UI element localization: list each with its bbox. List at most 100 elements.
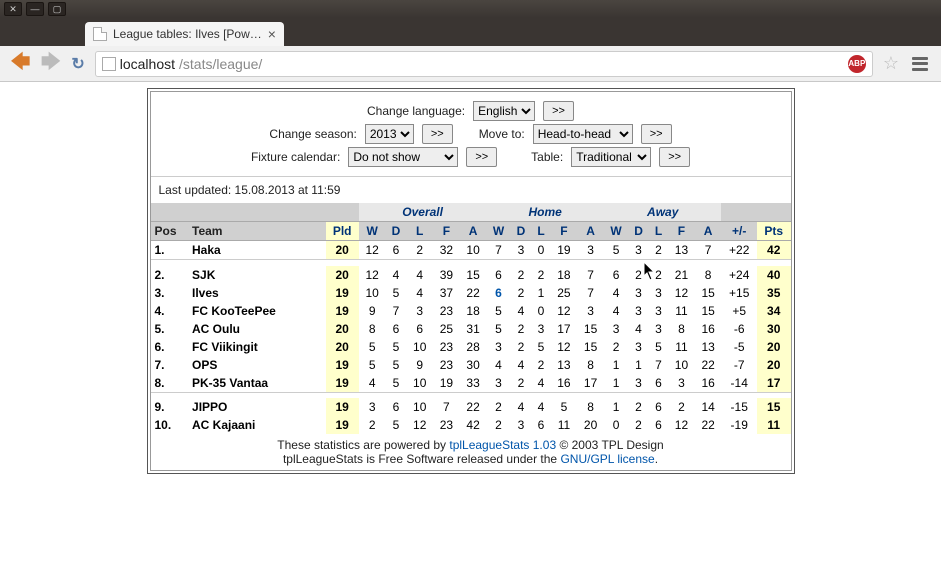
- col-oa[interactable]: A: [460, 222, 487, 241]
- browser-menu-button[interactable]: [909, 55, 931, 73]
- cell-pts: 20: [757, 356, 791, 374]
- cell-aw: 4: [604, 302, 628, 320]
- cell-hw: 7: [486, 241, 510, 260]
- browser-tab[interactable]: League tables: Ilves [Pow… ×: [85, 22, 284, 46]
- cell-ow: 5: [359, 338, 386, 356]
- cell-aw: 0: [604, 416, 628, 434]
- col-hl[interactable]: L: [531, 222, 550, 241]
- cell-pm: -19: [721, 416, 756, 434]
- col-od[interactable]: D: [386, 222, 407, 241]
- language-select[interactable]: English: [473, 101, 535, 121]
- cell-team[interactable]: OPS: [188, 356, 326, 374]
- maximize-window-button[interactable]: ▢: [48, 2, 66, 16]
- moveto-select[interactable]: Head-to-head: [533, 124, 633, 144]
- cell-pts: 35: [757, 284, 791, 302]
- cell-pos: 4.: [151, 302, 189, 320]
- back-button[interactable]: 🡄: [10, 47, 31, 81]
- col-ow[interactable]: W: [359, 222, 386, 241]
- url-bar[interactable]: localhost/stats/league/ ABP: [95, 51, 873, 77]
- cell-al: 2: [649, 241, 668, 260]
- season-select[interactable]: 2013: [365, 124, 414, 144]
- cell-af: 10: [668, 356, 695, 374]
- cell-of: 23: [433, 416, 460, 434]
- cell-team[interactable]: AC Kajaani: [188, 416, 326, 434]
- cell-al: 3: [649, 320, 668, 338]
- cell-team[interactable]: FC Viikingit: [188, 338, 326, 356]
- cell-team[interactable]: Haka: [188, 241, 326, 260]
- season-go-button[interactable]: >>: [422, 124, 453, 144]
- cell-hf: 19: [551, 241, 578, 260]
- cell-ol: 10: [406, 398, 433, 416]
- cell-ol: 12: [406, 416, 433, 434]
- season-label: Change season:: [269, 127, 356, 141]
- col-aw[interactable]: W: [604, 222, 628, 241]
- col-hw[interactable]: W: [486, 222, 510, 241]
- cell-hf: 12: [551, 302, 578, 320]
- cell-hl: 6: [531, 416, 550, 434]
- cell-team[interactable]: JIPPO: [188, 398, 326, 416]
- cell-aa: 22: [695, 416, 722, 434]
- cell-od: 6: [386, 320, 407, 338]
- moveto-label: Move to:: [479, 127, 525, 141]
- language-go-button[interactable]: >>: [543, 101, 574, 121]
- minimize-window-button[interactable]: —: [26, 2, 44, 16]
- table-row: 7.OPS1955923304421381171022-720: [151, 356, 791, 374]
- table-go-button[interactable]: >>: [659, 147, 690, 167]
- cell-team[interactable]: FC KooTeePee: [188, 302, 326, 320]
- license-link[interactable]: GNU/GPL license: [560, 452, 654, 466]
- cell-pld: 19: [326, 302, 359, 320]
- cell-af: 12: [668, 416, 695, 434]
- col-hf[interactable]: F: [551, 222, 578, 241]
- reload-button[interactable]: ↻: [71, 54, 84, 74]
- adblock-icon[interactable]: ABP: [848, 55, 866, 73]
- cell-aa: 15: [695, 284, 722, 302]
- cell-al: 5: [649, 338, 668, 356]
- cell-team[interactable]: SJK: [188, 266, 326, 284]
- cell-pld: 19: [326, 356, 359, 374]
- col-ha[interactable]: A: [577, 222, 604, 241]
- cell-al: 6: [649, 416, 668, 434]
- cell-ol: 3: [406, 302, 433, 320]
- moveto-go-button[interactable]: >>: [641, 124, 672, 144]
- cell-of: 23: [433, 302, 460, 320]
- close-window-button[interactable]: ✕: [4, 2, 22, 16]
- col-pm[interactable]: +/-: [721, 222, 756, 241]
- cell-team[interactable]: PK-35 Vantaa: [188, 374, 326, 393]
- cell-af: 11: [668, 302, 695, 320]
- cell-pld: 20: [326, 338, 359, 356]
- cell-hf: 11: [551, 416, 578, 434]
- cell-aw: 3: [604, 320, 628, 338]
- cell-aa: 8: [695, 266, 722, 284]
- fixture-label: Fixture calendar:: [251, 150, 340, 164]
- cell-aa: 16: [695, 320, 722, 338]
- cell-al: 6: [649, 374, 668, 393]
- col-al[interactable]: L: [649, 222, 668, 241]
- col-af[interactable]: F: [668, 222, 695, 241]
- col-ad[interactable]: D: [628, 222, 649, 241]
- col-aa[interactable]: A: [695, 222, 722, 241]
- cell-ow: 12: [359, 241, 386, 260]
- tool-link[interactable]: tplLeagueStats 1.03: [449, 438, 556, 452]
- cell-team[interactable]: AC Oulu: [188, 320, 326, 338]
- cell-aa: 7: [695, 241, 722, 260]
- col-hd[interactable]: D: [511, 222, 532, 241]
- cell-ow: 4: [359, 374, 386, 393]
- tab-close-icon[interactable]: ×: [268, 26, 276, 42]
- col-pts[interactable]: Pts: [757, 222, 791, 241]
- bookmark-star-icon[interactable]: ☆: [883, 53, 899, 74]
- cell-team[interactable]: Ilves: [188, 284, 326, 302]
- cell-od: 5: [386, 416, 407, 434]
- cell-pts: 11: [757, 416, 791, 434]
- cell-pos: 2.: [151, 266, 189, 284]
- fixture-select[interactable]: Do not show: [348, 147, 458, 167]
- cell-pos: 3.: [151, 284, 189, 302]
- fixture-go-button[interactable]: >>: [466, 147, 497, 167]
- col-ol[interactable]: L: [406, 222, 433, 241]
- forward-button[interactable]: 🡆: [41, 47, 62, 81]
- col-pld[interactable]: Pld: [326, 222, 359, 241]
- col-of[interactable]: F: [433, 222, 460, 241]
- cell-pm: +22: [721, 241, 756, 260]
- cell-pts: 30: [757, 320, 791, 338]
- cell-ow: 12: [359, 266, 386, 284]
- table-select[interactable]: Traditional: [571, 147, 651, 167]
